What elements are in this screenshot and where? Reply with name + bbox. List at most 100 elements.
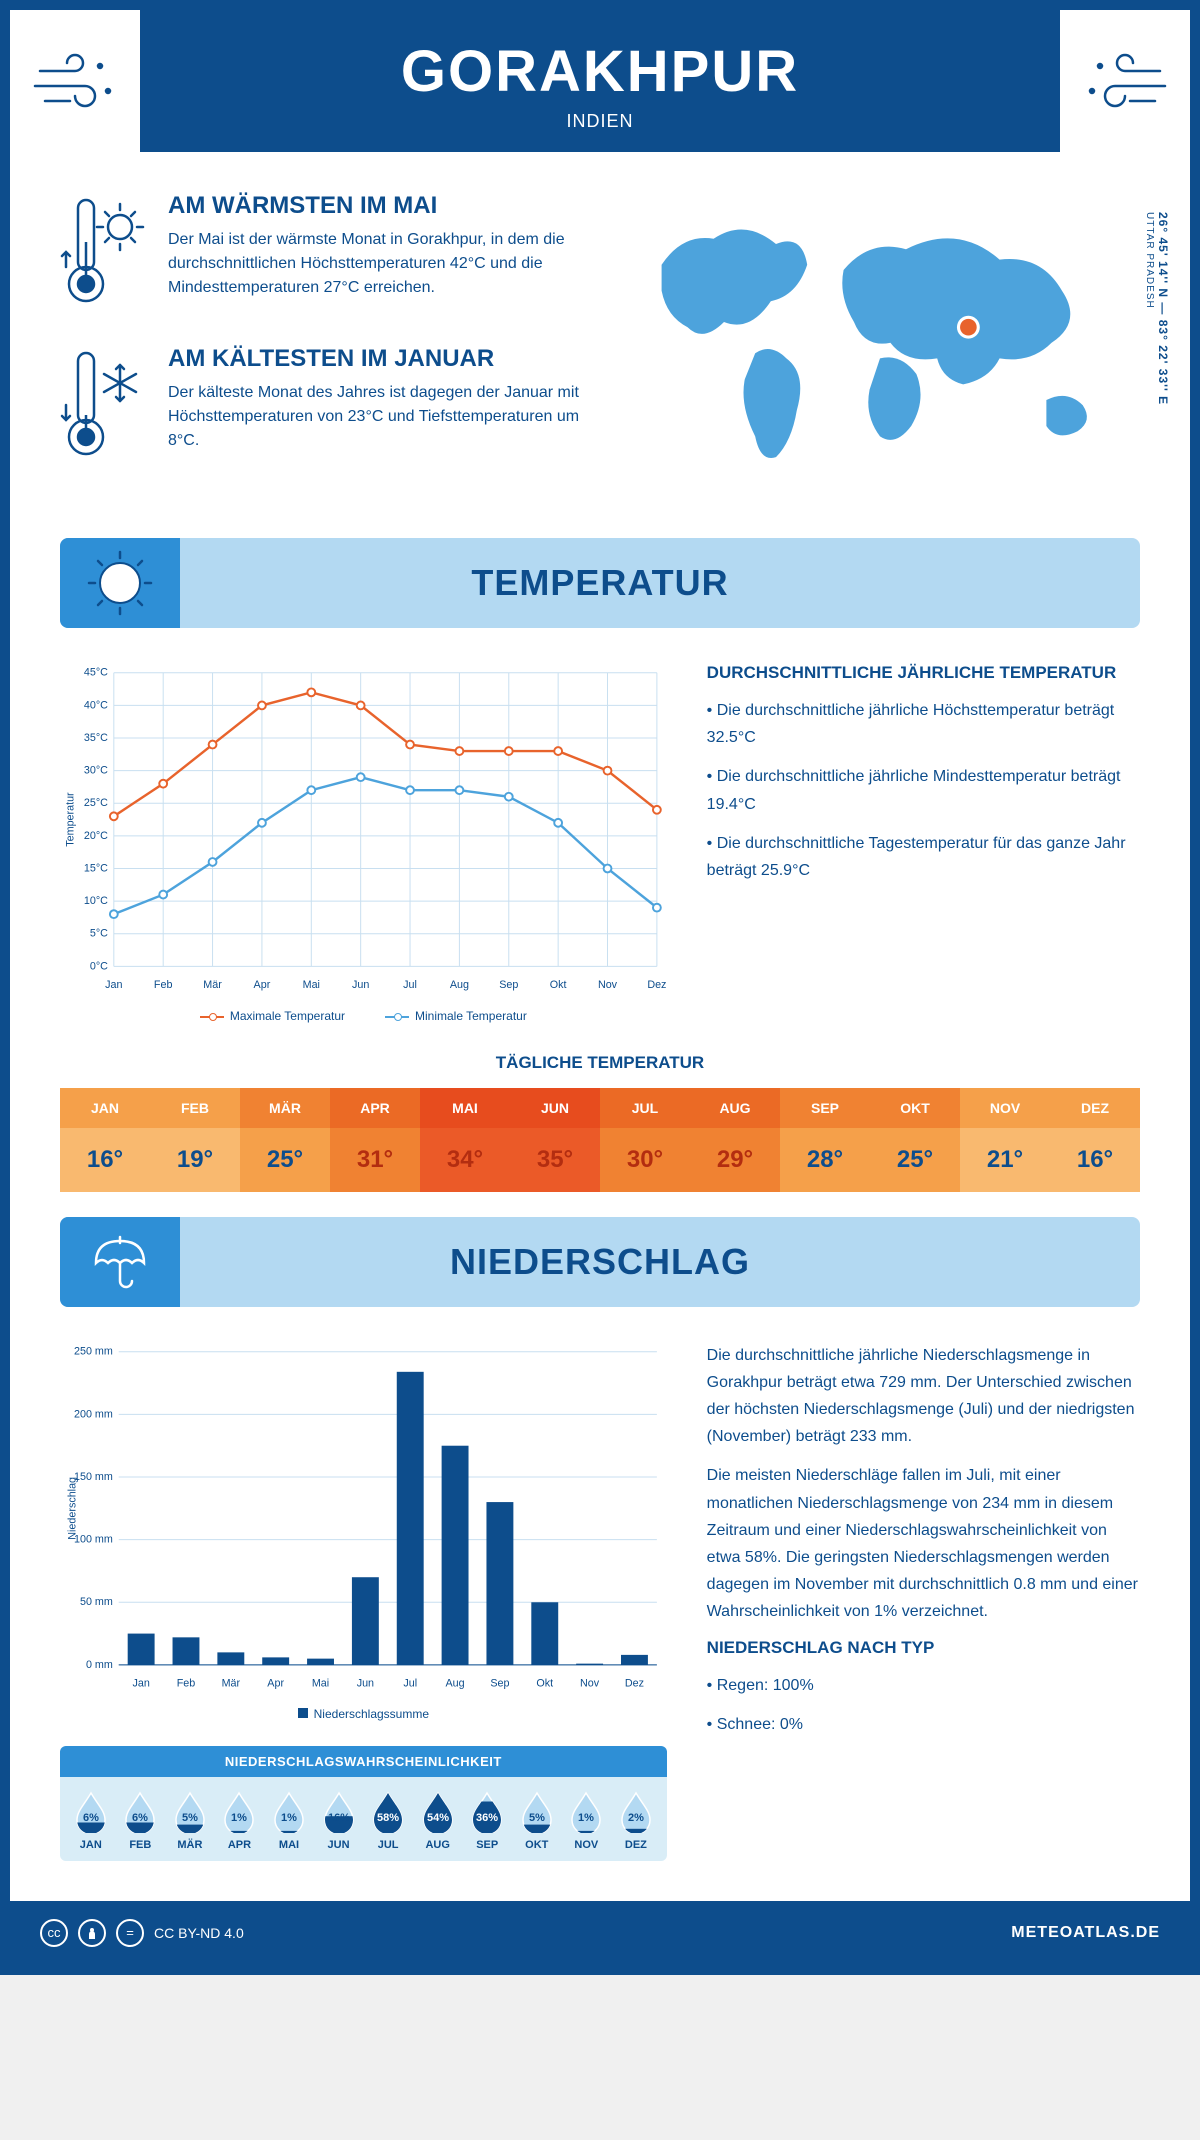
cold-block: AM KÄLTESTEN IM JANUAR Der kälteste Mona… [60,345,580,470]
svg-text:2%: 2% [628,1812,644,1824]
svg-text:Feb: Feb [177,1677,196,1689]
svg-text:15°C: 15°C [84,862,108,874]
svg-text:0 mm: 0 mm [86,1659,113,1671]
daily-month: FEB [150,1088,240,1128]
prob-cell: 6%JAN [66,1791,116,1851]
svg-text:Jul: Jul [403,1677,417,1689]
svg-text:Feb: Feb [154,979,173,991]
svg-text:Sep: Sep [490,1677,509,1689]
daily-temp: 16° [1050,1128,1140,1192]
svg-text:Jan: Jan [132,1677,149,1689]
wind-right [1060,10,1190,152]
temp-row: 0°C5°C10°C15°C20°C25°C30°C35°C40°C45°CJa… [60,663,1140,1023]
prob-title: NIEDERSCHLAGSWAHRSCHEINLICHKEIT [60,1746,667,1777]
svg-text:54%: 54% [427,1812,449,1824]
svg-text:25°C: 25°C [84,797,108,809]
daily-month: NOV [960,1088,1050,1128]
country-label: INDIEN [140,111,1060,132]
daily-month: JUN [510,1088,600,1128]
daily-month: DEZ [1050,1088,1140,1128]
prob-grid: 6%JAN6%FEB5%MÄR1%APR1%MAI16%JUN58%JUL54%… [60,1777,667,1861]
header-strip: GORAKHPUR INDIEN [10,10,1190,152]
svg-text:Okt: Okt [536,1677,553,1689]
svg-text:Dez: Dez [647,979,666,991]
wind-left [10,10,140,152]
svg-text:Aug: Aug [450,979,469,991]
precip-legend-label: Niederschlagssumme [314,1707,429,1721]
svg-text:20°C: 20°C [84,830,108,842]
svg-text:6%: 6% [83,1812,99,1824]
footer: cc = CC BY-ND 4.0 METEOATLAS.DE [10,1901,1190,1965]
svg-text:Dez: Dez [625,1677,644,1689]
svg-text:100 mm: 100 mm [74,1533,113,1545]
prob-cell: 16%JUN [314,1791,364,1851]
daily-temp: 25° [870,1128,960,1192]
daily-month: MAI [420,1088,510,1128]
svg-text:6%: 6% [132,1812,148,1824]
daily-temp: 31° [330,1128,420,1192]
prob-cell: 5%OKT [512,1791,562,1851]
svg-text:250 mm: 250 mm [74,1345,113,1357]
avg-temp-title: DURCHSCHNITTLICHE JÄHRLICHE TEMPERATUR [707,663,1140,683]
prob-cell: 58%JUL [363,1791,413,1851]
coord-lon: 83° 22' 33'' E [1156,320,1170,405]
svg-text:Mai: Mai [312,1677,329,1689]
by-icon [78,1919,106,1947]
svg-text:Temperatur: Temperatur [65,792,77,847]
avg-temp-text: DURCHSCHNITTLICHE JÄHRLICHE TEMPERATUR •… [707,663,1140,1023]
precip-legend: Niederschlagssumme [60,1707,667,1721]
temp-title: TEMPERATUR [60,562,1140,604]
svg-text:1%: 1% [281,1812,297,1824]
thermometer-sun-icon [60,192,150,317]
svg-text:45°C: 45°C [84,667,108,679]
temp-chart-col: 0°C5°C10°C15°C20°C25°C30°C35°C40°C45°CJa… [60,663,667,1023]
precip-rain: • Regen: 100% [707,1672,1140,1699]
daily-month: MÄR [240,1088,330,1128]
content: AM WÄRMSTEN IM MAI Der Mai ist der wärms… [10,152,1190,1901]
wind-icon [30,46,120,116]
precip-chart: 0 mm50 mm100 mm150 mm200 mm250 mmJanFebM… [60,1342,667,1694]
svg-text:Aug: Aug [445,1677,464,1689]
intro-right: 26° 45' 14'' N — 83° 22' 33'' E UTTAR PR… [620,192,1140,498]
svg-text:5%: 5% [182,1812,198,1824]
daily-month: JUL [600,1088,690,1128]
daily-temp: 19° [150,1128,240,1192]
svg-text:Jun: Jun [352,979,369,991]
svg-text:Sep: Sep [499,979,518,991]
prob-cell: 1%APR [215,1791,265,1851]
prob-cell: 1%NOV [562,1791,612,1851]
prob-box: NIEDERSCHLAGSWAHRSCHEINLICHKEIT 6%JAN6%F… [60,1746,667,1861]
precip-title: NIEDERSCHLAG [60,1241,1140,1283]
precip-snow: • Schnee: 0% [707,1711,1140,1738]
svg-text:30°C: 30°C [84,765,108,777]
precip-section-bar: NIEDERSCHLAG [60,1217,1140,1307]
warm-title: AM WÄRMSTEN IM MAI [168,192,580,220]
svg-text:Niederschlag: Niederschlag [67,1477,79,1540]
svg-text:Mai: Mai [303,979,320,991]
daily-temp: 30° [600,1128,690,1192]
thermometer-snow-icon [60,345,150,470]
daily-temp: 25° [240,1128,330,1192]
svg-text:1%: 1% [578,1812,594,1824]
daily-month: OKT [870,1088,960,1128]
world-map [620,192,1140,483]
avg-temp-p3: • Die durchschnittliche Tagestemperatur … [707,830,1140,884]
coord-region: UTTAR PRADESH [1144,212,1155,309]
legend-min: Minimale Temperatur [415,1009,527,1023]
daily-month: SEP [780,1088,870,1128]
coord-lat: 26° 45' 14'' N [1156,212,1170,298]
temp-section-bar: TEMPERATUR [60,538,1140,628]
warm-block: AM WÄRMSTEN IM MAI Der Mai ist der wärms… [60,192,580,317]
coords: 26° 45' 14'' N — 83° 22' 33'' E UTTAR PR… [1142,212,1170,405]
page: GORAKHPUR INDIEN AM WÄRMSTEN IM MAI Der … [0,0,1200,1975]
prob-cell: 54%AUG [413,1791,463,1851]
avg-temp-p1: • Die durchschnittliche jährliche Höchst… [707,697,1140,751]
precip-chart-col: 0 mm50 mm100 mm150 mm200 mm250 mmJanFebM… [60,1342,667,1861]
warm-text: Der Mai ist der wärmste Monat in Gorakhp… [168,228,580,300]
svg-text:5°C: 5°C [90,928,108,940]
daily-temp: 35° [510,1128,600,1192]
daily-month: JAN [60,1088,150,1128]
svg-text:Apr: Apr [254,979,271,991]
svg-text:Mär: Mär [203,979,222,991]
daily-month: APR [330,1088,420,1128]
